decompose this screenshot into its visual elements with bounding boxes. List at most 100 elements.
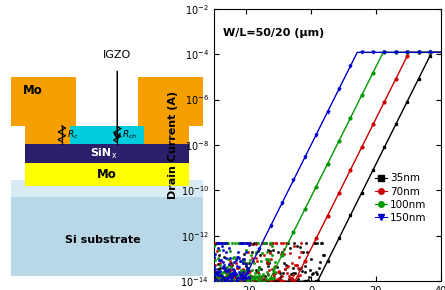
Point <box>214 240 221 245</box>
Point <box>246 240 253 245</box>
Point <box>223 268 231 273</box>
Point <box>269 253 276 258</box>
Point <box>305 278 312 283</box>
Point <box>239 276 246 281</box>
Point <box>221 240 228 245</box>
Point <box>246 270 253 274</box>
Point <box>212 275 219 279</box>
Point <box>271 271 279 276</box>
Point <box>253 250 260 255</box>
Point <box>220 275 227 280</box>
Point <box>248 268 255 272</box>
Point <box>223 278 231 282</box>
Point <box>217 278 224 283</box>
Point <box>252 242 259 247</box>
Point <box>229 271 236 276</box>
Point <box>277 271 284 275</box>
Point <box>244 275 251 280</box>
Point <box>224 257 231 261</box>
Point <box>211 262 218 267</box>
Point <box>287 271 294 276</box>
Point <box>219 248 227 253</box>
Point <box>229 275 236 280</box>
Point <box>226 270 233 274</box>
Point <box>230 255 237 260</box>
Point <box>244 271 251 276</box>
Point <box>249 276 256 280</box>
Point <box>283 240 291 245</box>
Point <box>226 272 233 276</box>
Point <box>235 276 243 280</box>
Point <box>211 267 218 271</box>
Point <box>247 240 254 245</box>
Point <box>222 266 229 270</box>
Point <box>216 258 223 262</box>
Point <box>252 250 259 254</box>
Point <box>235 265 242 270</box>
Point <box>275 278 282 283</box>
Point <box>244 265 251 270</box>
Point <box>245 266 252 271</box>
Point <box>268 267 275 271</box>
Point <box>250 276 257 280</box>
Point <box>295 255 303 260</box>
Point <box>268 244 275 248</box>
Point <box>217 266 224 270</box>
Point <box>212 240 219 245</box>
Point <box>258 240 265 245</box>
Point <box>248 256 255 260</box>
Point <box>228 240 235 245</box>
Point <box>235 265 243 269</box>
Point <box>317 259 324 264</box>
Point <box>247 273 254 277</box>
Point <box>222 256 230 261</box>
Point <box>291 277 298 282</box>
Point <box>312 269 319 274</box>
Point <box>213 240 220 245</box>
Point <box>222 265 229 270</box>
Point <box>227 249 234 253</box>
Point <box>255 240 262 245</box>
Point <box>227 268 235 273</box>
Point <box>242 278 249 283</box>
Point <box>293 262 300 267</box>
Point <box>269 240 276 245</box>
Point <box>265 272 272 277</box>
Point <box>211 242 218 246</box>
Point <box>302 269 309 274</box>
Point <box>235 256 242 260</box>
Point <box>247 242 254 246</box>
Point <box>242 279 249 283</box>
Point <box>219 264 226 269</box>
Point <box>240 261 247 265</box>
Point <box>227 271 234 276</box>
Point <box>220 255 227 259</box>
Point <box>254 259 261 264</box>
Point <box>243 240 251 245</box>
Point <box>294 243 301 248</box>
Point <box>283 271 290 275</box>
Point <box>242 269 249 274</box>
Point <box>276 276 283 280</box>
Point <box>228 263 235 267</box>
Point <box>239 260 247 265</box>
Point <box>284 265 291 270</box>
Point <box>279 250 286 255</box>
Point <box>262 257 269 262</box>
Point <box>213 276 220 281</box>
Point <box>264 256 271 261</box>
Point <box>314 272 321 276</box>
Text: W/L=50/20 (μm): W/L=50/20 (μm) <box>223 28 324 38</box>
Point <box>258 259 265 264</box>
Point <box>243 260 251 265</box>
Point <box>234 274 241 279</box>
Point <box>210 274 218 279</box>
Point <box>218 273 225 278</box>
Point <box>270 265 277 269</box>
Point <box>257 252 264 257</box>
Point <box>263 261 270 265</box>
Point <box>267 277 274 281</box>
Point <box>288 261 295 266</box>
Point <box>236 271 243 276</box>
Point <box>308 272 316 276</box>
